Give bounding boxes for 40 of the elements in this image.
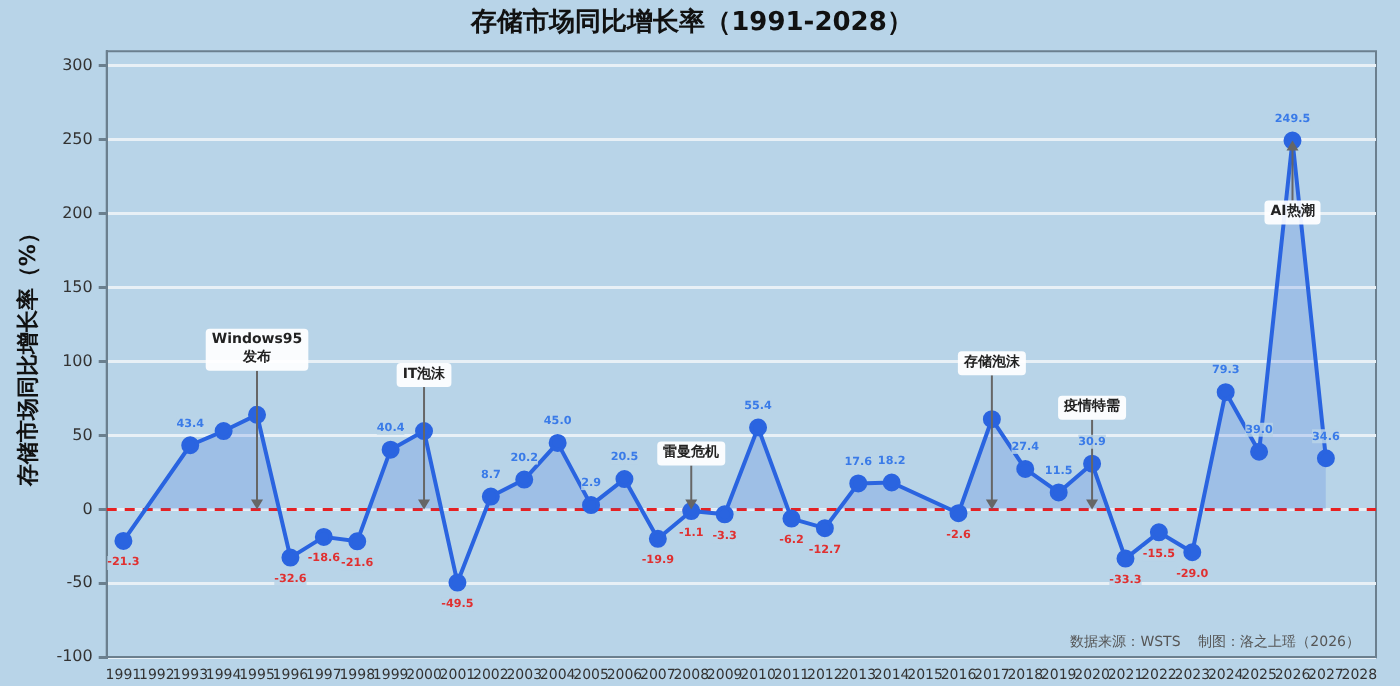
point [1149,523,1168,542]
y-tick-label: -100 [56,647,93,666]
point [1316,449,1335,468]
point [1016,459,1035,478]
point [949,504,968,523]
point [214,422,233,441]
point [448,573,467,592]
y-tick-label: 0 [82,499,93,518]
y-tick-label: 100 [62,351,93,370]
point [114,531,133,550]
point [381,440,400,459]
point [582,496,601,515]
y-tick-label: 250 [62,130,93,149]
point [1250,442,1269,461]
point [882,473,901,492]
point [181,436,200,455]
point [715,505,734,524]
point [548,433,567,452]
chart-title: 存储市场同比增长率（1991-2028） [469,6,913,39]
y-tick-label: 300 [62,56,93,75]
point [1183,543,1202,562]
point [749,418,768,437]
point [348,532,367,551]
y-tick-label: 200 [62,203,93,222]
point [648,529,667,548]
y-tick-label: 150 [62,277,93,296]
point [815,519,834,538]
point [314,527,333,546]
point [481,487,500,506]
y-tick-label: -50 [66,573,93,592]
point [1216,383,1235,402]
point [849,474,868,493]
point [1116,549,1135,568]
point [782,509,801,528]
point [615,470,634,489]
point [281,548,300,567]
point [515,470,534,489]
point [1049,483,1068,502]
y-axis-title: 存储市场同比增长率（%） [14,222,41,489]
y-tick-label: 50 [72,425,93,444]
